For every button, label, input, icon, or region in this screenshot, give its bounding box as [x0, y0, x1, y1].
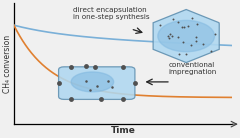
FancyBboxPatch shape — [59, 67, 135, 99]
Text: conventional
impregnation: conventional impregnation — [169, 62, 217, 75]
Polygon shape — [153, 10, 219, 63]
Circle shape — [158, 20, 215, 52]
Text: direct encapsulation
in one-step synthesis: direct encapsulation in one-step synthes… — [73, 7, 149, 20]
X-axis label: Time: Time — [110, 126, 135, 135]
Y-axis label: CH₄ conversion: CH₄ conversion — [3, 35, 12, 93]
Ellipse shape — [71, 72, 114, 92]
